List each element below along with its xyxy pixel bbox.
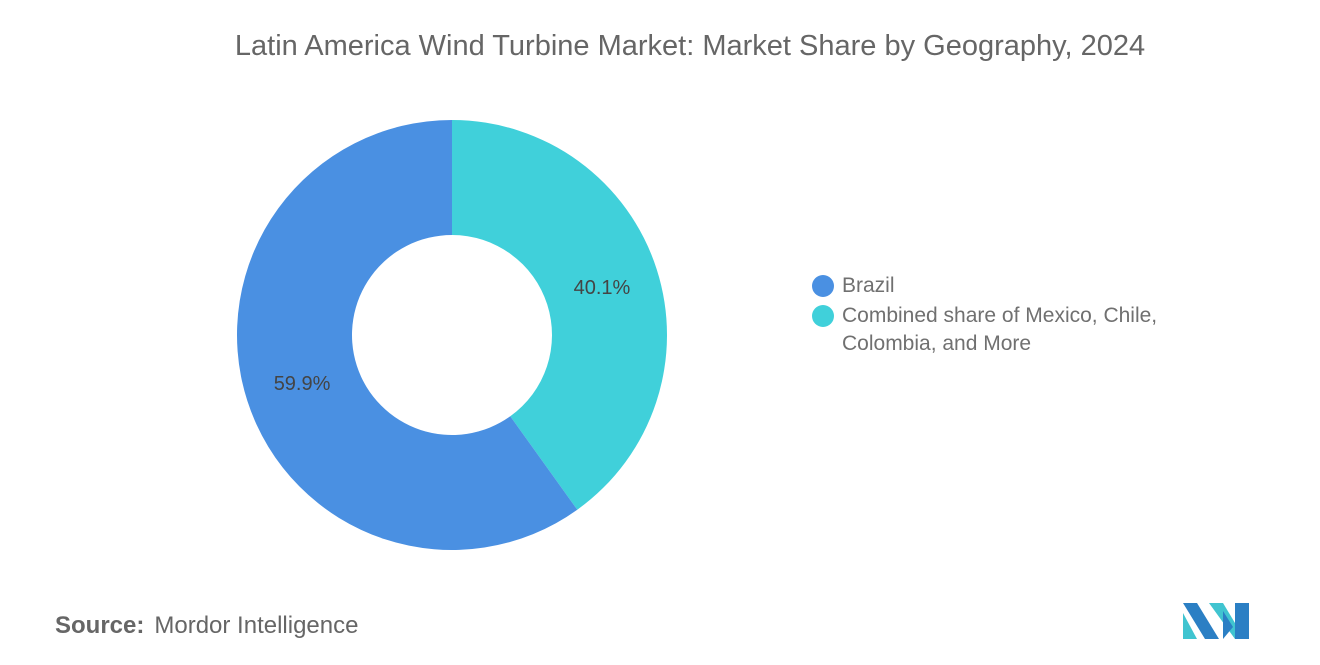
chart-title: Latin America Wind Turbine Market: Marke… [234, 30, 1146, 62]
source-text: Mordor Intelligence [154, 612, 359, 639]
legend-swatch-brazil [812, 275, 834, 297]
legend-item-others[interactable]: Combined share of Mexico, Chile, Colombi… [812, 302, 1202, 358]
source-label: Source: [55, 612, 145, 639]
legend: Brazil Combined share of Mexico, Chile, … [812, 272, 1202, 360]
donut-slice-1[interactable] [452, 120, 667, 510]
donut-slice-2[interactable] [236, 120, 578, 551]
source-note: Source: Mordor Intelligence [55, 612, 358, 640]
legend-label: Combined share of Mexico, Chile, Colombi… [842, 304, 1158, 355]
legend-item-brazil[interactable]: Brazil [812, 272, 1202, 300]
legend-label: Brazil [842, 274, 895, 297]
data-label-2: 59.9% [274, 373, 331, 395]
mordor-intelligence-logo [1183, 603, 1249, 639]
data-label-1: 40.1% [574, 277, 631, 299]
legend-swatch-others [812, 305, 834, 327]
